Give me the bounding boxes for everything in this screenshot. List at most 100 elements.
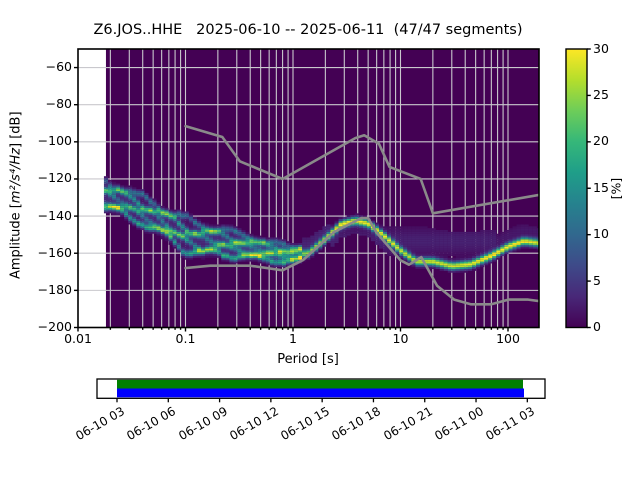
ppsd-cell: [180, 218, 185, 221]
ppsd-cell: [221, 254, 226, 257]
ppsd-cell: [322, 243, 327, 245]
ppsd-cell: [520, 226, 525, 229]
ppsd-cell: [237, 254, 242, 257]
ppsd-cell: [176, 246, 181, 249]
y-tick-label: −160: [37, 244, 72, 260]
ppsd-cell: [443, 250, 448, 253]
ppsd-cell: [492, 241, 497, 244]
ppsd-cell: [253, 256, 258, 258]
ppsd-cell: [160, 237, 165, 240]
ppsd-cell: [192, 237, 198, 240]
ppsd-cell: [184, 243, 189, 245]
ppsd-cell: [374, 224, 380, 227]
ppsd-cell: [249, 256, 254, 258]
ppsd-cell: [140, 204, 145, 206]
ppsd-cell: [419, 263, 424, 266]
ppsd-cell: [188, 243, 193, 245]
ppsd-cell: [415, 263, 420, 266]
ppsd-cell: [144, 222, 149, 225]
ppsd-cell: [144, 202, 149, 205]
ppsd-cell: [439, 261, 444, 264]
ppsd-cell: [439, 243, 444, 245]
ppsd-cell: [447, 231, 452, 234]
ppsd-cell: [148, 198, 153, 201]
ppsd-cell: [326, 231, 331, 234]
ppsd-cell: [512, 241, 517, 244]
ppsd-cell: [298, 243, 303, 245]
ppsd-cell: [148, 215, 153, 218]
ppsd-cell: [136, 200, 141, 203]
ppsd-cell: [213, 254, 218, 257]
ppsd-cell: [520, 230, 525, 232]
ppsd-cell: [205, 248, 210, 251]
ppsd-cell: [463, 237, 469, 240]
ppsd-cell: [176, 235, 181, 238]
ppsd-cell: [188, 233, 193, 236]
ppsd-cell: [160, 235, 165, 238]
ppsd-cell: [172, 211, 177, 214]
ppsd-cell: [128, 198, 133, 201]
ppsd-cell: [107, 194, 113, 197]
ppsd-cell: [140, 222, 145, 225]
ppsd-cell: [338, 220, 343, 223]
ppsd-cell: [419, 241, 424, 244]
ppsd-cell: [480, 235, 485, 238]
ppsd-cell: [245, 248, 250, 251]
ppsd-cell: [229, 252, 234, 255]
ppsd-cell: [338, 222, 343, 225]
ppsd-cell: [124, 202, 129, 205]
ppsd-cell: [532, 246, 537, 249]
ppsd-cell: [411, 263, 416, 266]
ppsd-cell: [435, 263, 440, 266]
ppsd-cell: [273, 244, 278, 247]
ppsd-cell: [225, 237, 230, 240]
ppsd-cell: [225, 241, 230, 244]
ppsd-cell: [488, 230, 493, 232]
ppsd-cell: [423, 243, 428, 245]
ppsd-cell: [221, 244, 226, 247]
ppsd-cell: [156, 217, 161, 219]
ppsd-cell: [334, 224, 339, 227]
ppsd-cell: [144, 196, 149, 199]
ppsd-cell: [427, 259, 432, 262]
ppsd-cell: [399, 246, 404, 249]
ppsd-cell: [467, 244, 473, 247]
ppsd-cell: [350, 228, 355, 231]
ppsd-cell: [411, 230, 416, 232]
ppsd-cell: [196, 254, 202, 257]
ppsd-cell: [176, 215, 181, 218]
ppsd-cell: [338, 233, 343, 236]
ppsd-cell: [395, 237, 400, 240]
ppsd-cell: [379, 239, 384, 242]
ppsd-cell: [459, 270, 465, 273]
ppsd-cell: [188, 256, 193, 258]
ppsd-cell: [188, 224, 193, 227]
ppsd-cell: [156, 220, 161, 223]
ppsd-cell: [225, 230, 230, 232]
ppsd-cell: [201, 256, 206, 258]
ppsd-cell: [192, 250, 198, 253]
ppsd-cell: [439, 244, 444, 247]
ppsd-cell: [326, 230, 331, 232]
ppsd-cell: [524, 226, 529, 229]
ppsd-cell: [403, 228, 408, 231]
ppsd-cell: [188, 220, 193, 223]
ppsd-cell: [298, 246, 303, 249]
ppsd-cell: [253, 246, 258, 249]
ppsd-cell: [132, 200, 137, 203]
ppsd-cell: [411, 250, 416, 253]
ppsd-cell: [116, 204, 121, 206]
ppsd-cell: [451, 235, 456, 238]
ppsd-cell: [435, 267, 440, 270]
ppsd-cell: [221, 243, 226, 245]
ppsd-cell: [205, 230, 210, 232]
ppsd-cell: [249, 243, 254, 245]
ppsd-cell: [221, 252, 226, 255]
ppsd-cell: [116, 209, 121, 212]
ppsd-cell: [427, 235, 432, 238]
ppsd-cell: [180, 222, 185, 225]
ppsd-cell: [447, 248, 452, 251]
ppsd-cell: [136, 192, 141, 195]
ppsd-cell: [217, 228, 222, 231]
ppsd-cell: [528, 231, 533, 234]
